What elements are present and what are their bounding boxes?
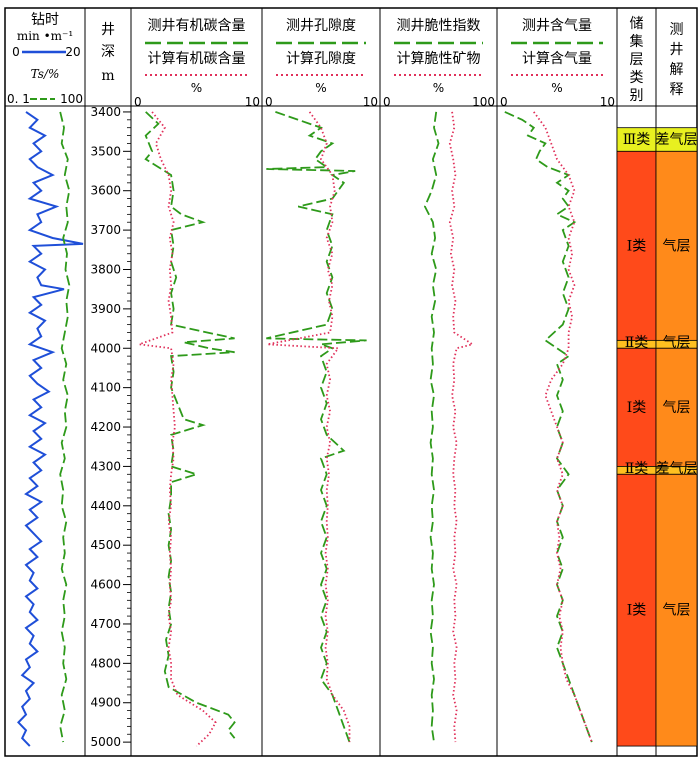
interpretation-zone	[655, 473, 698, 747]
track-scale-min: 0	[500, 95, 508, 109]
depth-tick-label: 4100	[90, 381, 121, 395]
storage-class-zone-label: Ⅱ类	[625, 335, 649, 351]
track-title-measured: 测井含气量	[522, 18, 592, 34]
drill-time-max: 20	[65, 45, 80, 59]
depth-unit: m	[101, 68, 114, 84]
measured-curve	[266, 111, 367, 743]
interpretation-zone-label: 气层	[663, 335, 691, 351]
track-unit: %	[551, 81, 562, 95]
interpretation-header-char: 测	[670, 22, 684, 38]
depth-tick-label: 4200	[90, 420, 121, 434]
drill-time-min: 0	[12, 45, 20, 59]
depth-tick-label: 3700	[90, 223, 121, 237]
calculated-curve	[448, 111, 475, 743]
depth-tick-label: 3400	[90, 105, 121, 119]
interpretation-header-char: 井	[670, 42, 684, 58]
measured-curve	[423, 111, 440, 743]
interpretation-header-char: 解	[670, 62, 684, 78]
interpretation-zone-label: 气层	[663, 400, 691, 416]
storage-class-zone-label: Ⅲ类	[623, 132, 651, 148]
ts-label: Ts/%	[31, 67, 60, 81]
storage-class-zone	[616, 347, 657, 467]
depth-tick-label: 4800	[90, 656, 121, 670]
track-scale-max: 10	[600, 95, 615, 109]
calculated-curve	[138, 111, 217, 747]
depth-label-char: 井	[101, 22, 115, 38]
depth-tick-label: 4700	[90, 617, 121, 631]
depth-tick-label: 3500	[90, 144, 121, 158]
storage-class-zone-label: Ⅰ类	[627, 603, 647, 619]
track-scale-min: 0	[265, 95, 273, 109]
storage-class-zone	[616, 150, 657, 341]
measured-curve	[144, 111, 236, 739]
depth-tick-label: 4000	[90, 341, 121, 355]
depth-tick-label: 4400	[90, 499, 121, 513]
interpretation-zone	[655, 347, 698, 467]
depth-tick-label: 4500	[90, 538, 121, 552]
storage-class-header-char: 集	[630, 33, 644, 50]
interpretation-zone-label: 气层	[663, 238, 691, 254]
ts-max: 100	[60, 92, 83, 106]
storage-class-header-char: 类	[630, 70, 644, 86]
track-scale-max: 10	[363, 95, 378, 109]
storage-class-zone	[616, 473, 657, 747]
track-scale-min: 0	[134, 95, 142, 109]
track-title-measured: 测井有机碳含量	[148, 18, 246, 34]
storage-class-zone-label: Ⅰ类	[627, 400, 647, 416]
calculated-curve	[267, 111, 351, 743]
track-title-calculated: 计算有机碳含量	[148, 51, 246, 67]
drill-time-unit: min •m⁻¹	[17, 29, 73, 43]
measured-curve	[504, 111, 593, 743]
depth-tick-label: 3800	[90, 262, 121, 276]
interpretation-zone-label: 气层	[663, 603, 691, 619]
track-unit: %	[433, 81, 444, 95]
track-scale-max: 10	[245, 95, 260, 109]
track-unit: %	[315, 81, 326, 95]
storage-class-header-char: 层	[630, 52, 644, 68]
depth-tick-label: 4300	[90, 459, 121, 473]
storage-class-header-char: 别	[630, 88, 644, 104]
track-scale-max: 100	[472, 95, 495, 109]
track-title-calculated: 计算含气量	[522, 51, 592, 67]
track-title-measured: 测井孔隙度	[286, 18, 356, 34]
interpretation-zone-label: 差气层	[656, 461, 698, 477]
drill-time-title: 钻时	[31, 12, 59, 28]
track-unit: %	[191, 81, 202, 95]
interpretation-header-char: 释	[670, 82, 684, 98]
calculated-curve	[533, 111, 593, 743]
drill-time-curve	[17, 111, 84, 747]
depth-tick-label: 3600	[90, 184, 121, 198]
depth-tick-label: 5000	[90, 735, 121, 749]
storage-class-zone-label: Ⅱ类	[625, 461, 649, 477]
track-title-measured: 测井脆性指数	[397, 17, 481, 34]
depth-label-char: 深	[101, 44, 115, 60]
storage-class-header-char: 储	[630, 16, 644, 32]
depth-tick-label: 3900	[90, 302, 121, 316]
interpretation-zone-label: 差气层	[656, 132, 698, 148]
track-title-calculated: 计算孔隙度	[286, 51, 356, 67]
ts-curve	[59, 111, 71, 743]
track-title-calculated: 计算脆性矿物	[397, 50, 481, 67]
depth-tick-label: 4600	[90, 578, 121, 592]
storage-class-zone-label: Ⅰ类	[627, 238, 647, 254]
track-scale-min: 0	[383, 95, 391, 109]
interpretation-zone	[655, 150, 698, 341]
depth-tick-label: 4900	[90, 696, 121, 710]
ts-min: 0. 1	[7, 92, 30, 106]
